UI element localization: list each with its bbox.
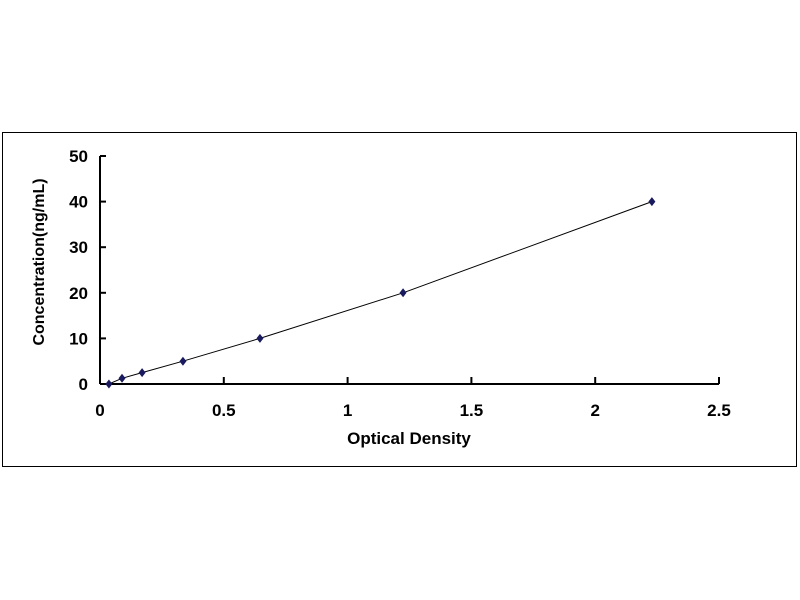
data-point — [648, 197, 656, 207]
data-point — [256, 333, 264, 343]
y-tick-label: 30 — [69, 238, 88, 257]
data-point — [138, 368, 146, 378]
x-tick-label: 2.5 — [707, 401, 731, 420]
axes — [99, 156, 719, 385]
x-axis-label: Optical Density — [347, 429, 471, 448]
y-tick-label: 20 — [69, 284, 88, 303]
data-point — [105, 379, 113, 389]
x-tick-label: 0 — [95, 401, 104, 420]
data-point — [399, 288, 407, 298]
fit-curve — [108, 201, 653, 385]
y-tick-label: 40 — [69, 193, 88, 212]
x-tick-label: 1.5 — [460, 401, 484, 420]
chart-frame — [2, 132, 797, 467]
y-axis-label: Concentration(ng/mL) — [31, 178, 48, 345]
y-tick-label: 10 — [69, 329, 88, 348]
x-tick-label: 2 — [590, 401, 599, 420]
data-point — [118, 373, 126, 383]
data-point — [179, 356, 187, 366]
x-tick-label: 0.5 — [212, 401, 236, 420]
x-tick-label: 1 — [343, 401, 352, 420]
y-tick-label: 50 — [69, 147, 88, 166]
y-tick-label: 0 — [79, 375, 88, 394]
